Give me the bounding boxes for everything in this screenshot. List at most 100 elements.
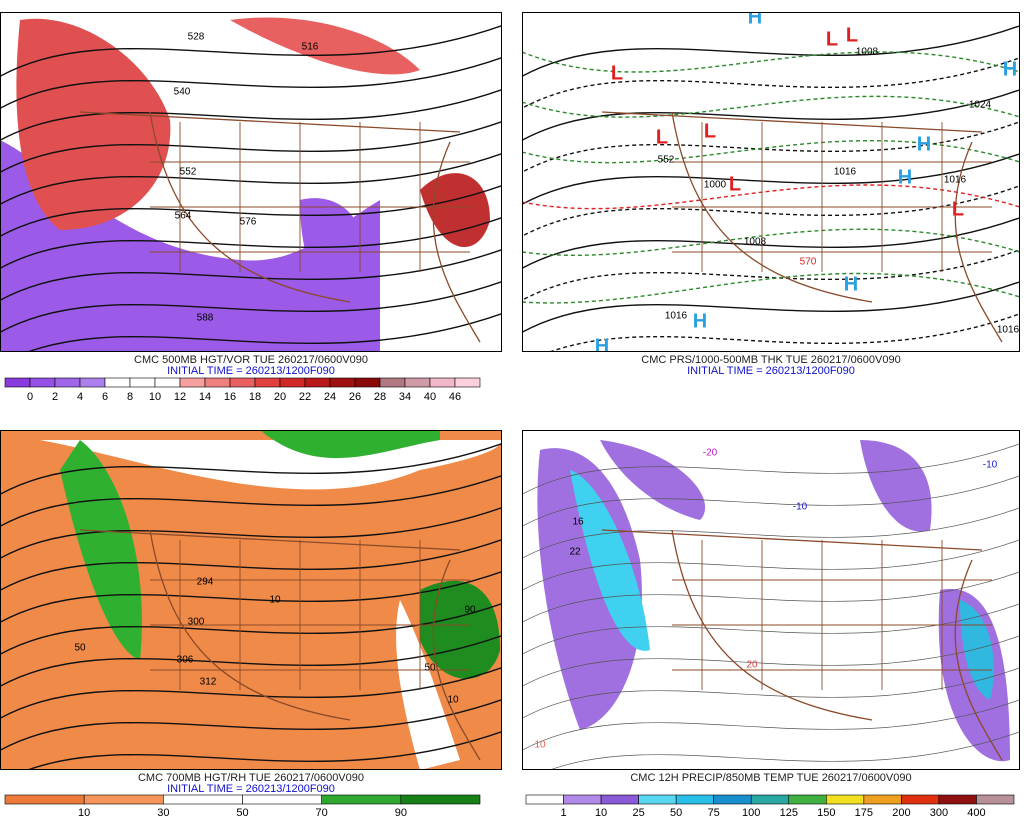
contour-line [522,280,1020,334]
colorbar-bin [229,377,256,388]
map-panel: 294 300 306 312 50 10 10 50 90 [0,430,502,770]
contour-line [0,666,502,720]
contour-line [522,699,1020,751]
contour-label: 90 [464,605,476,616]
shaded-field [537,448,642,730]
contour-label: 540 [174,87,191,98]
colorbar-label: 34 [399,391,411,403]
colorbar-label: 12 [174,391,186,403]
colorbar-bin [279,377,306,388]
contour-label: 570 [800,257,817,268]
pressure-center: H [693,310,707,332]
contour-label: 16 [572,517,584,528]
colorbar-bin [242,794,322,805]
contour-line [522,216,1020,270]
contour-line [522,635,1020,687]
contour-label: 528 [188,32,205,43]
colorbar-bin [79,377,106,388]
contour-line [522,603,1020,655]
thickness-line [522,184,1020,210]
contour-line [0,152,502,206]
colorbar-bin [163,794,243,805]
colorbar-label: 2 [52,391,58,403]
colorbar-label: 20 [274,391,286,403]
colorbar-label: 22 [299,391,311,403]
colorbar-bin [400,794,481,805]
map-panel: 528 516 540 552 564 576 588 [0,12,502,352]
colorbar-label: 18 [249,391,261,403]
colorbar-label: 8 [127,391,133,403]
panel-caption: CMC PRS/1000-500MB THK TUE 260217/0600V0… [641,354,900,366]
initial-time: INITIAL TIME = 260213/1200F090 [687,365,855,377]
colorbar-bin [154,377,181,388]
contour-label: -10 [793,502,808,513]
contour-label: 10 [447,695,459,706]
contour-label: 10 [269,595,281,606]
colorbar-label: 150 [817,807,835,819]
colorbar-bin [600,794,639,805]
contour-line [0,506,502,560]
contour-line [0,442,502,496]
contour-line [0,538,502,592]
pressure-center: H [595,335,609,357]
colorbar-bin [454,377,481,388]
panel-caption: CMC 12H PRECIP/850MB TEMP TUE 260217/060… [630,772,911,784]
shaded-field [860,440,932,532]
colorbar-bin [750,794,790,805]
contour-line [522,88,1020,142]
panel-caption: CMC 500MB HGT/VOR TUE 260217/0600V090 [134,354,368,366]
contour-line [0,280,502,334]
colorbar-label: 100 [742,807,760,819]
contour-label: 300 [188,617,205,628]
contour-label: 552 [180,167,197,178]
contour-label: 576 [240,217,257,228]
country-border [79,111,481,343]
colorbar-label: 90 [395,807,407,819]
panel-frame [522,12,1020,352]
thickness-line [522,51,1020,73]
contour-label: 1000 [704,180,727,191]
contour-label: 1024 [969,100,992,111]
colorbar-label: 10 [149,391,161,403]
contour-line [522,507,1020,559]
panel-caption: CMC 700MB HGT/RH TUE 260217/0600V090 [138,772,364,784]
colorbar-bin [83,794,164,805]
panel-frame [0,12,502,352]
colorbar-bin [54,377,81,388]
thickness-line [522,228,1020,256]
colorbar-bin [938,794,977,805]
colorbar-label: 125 [780,807,798,819]
colorbar-bin [4,794,85,805]
contour-label: 1016 [665,311,688,322]
shaded-field [600,440,706,520]
contour-line [0,56,502,110]
initial-time: INITIAL TIME = 260213/1200F090 [167,365,335,377]
pressure-center: L [611,62,623,84]
contour-label: 1016 [834,167,857,178]
contour-label: 50 [424,663,436,674]
contour-line [26,730,502,770]
colorbar-bin [379,377,406,388]
pressure-center: H [748,6,762,28]
contour-line [549,731,1020,770]
contour-label: 564 [175,211,192,222]
colorbar-label: 50 [670,807,682,819]
contour-line [522,475,1020,527]
colorbar-bin [179,377,206,388]
colorbar-bin [404,377,431,388]
contour-label: 1016 [944,175,967,186]
contour-label: 516 [302,42,319,53]
shaded-field [40,440,502,490]
colorbar-bin [638,794,677,805]
contour-line [26,312,502,352]
shaded-field [0,140,380,352]
shaded-field [230,17,420,75]
pressure-center: L [704,120,716,142]
colorbar-label: 50 [236,807,248,819]
contour-label: 1016 [997,325,1020,336]
colorbar-bin [204,377,231,388]
pressure-center: L [729,173,741,195]
colorbar-label: 40 [424,391,436,403]
contour-line [0,88,502,142]
pressure-center: H [1003,58,1017,80]
